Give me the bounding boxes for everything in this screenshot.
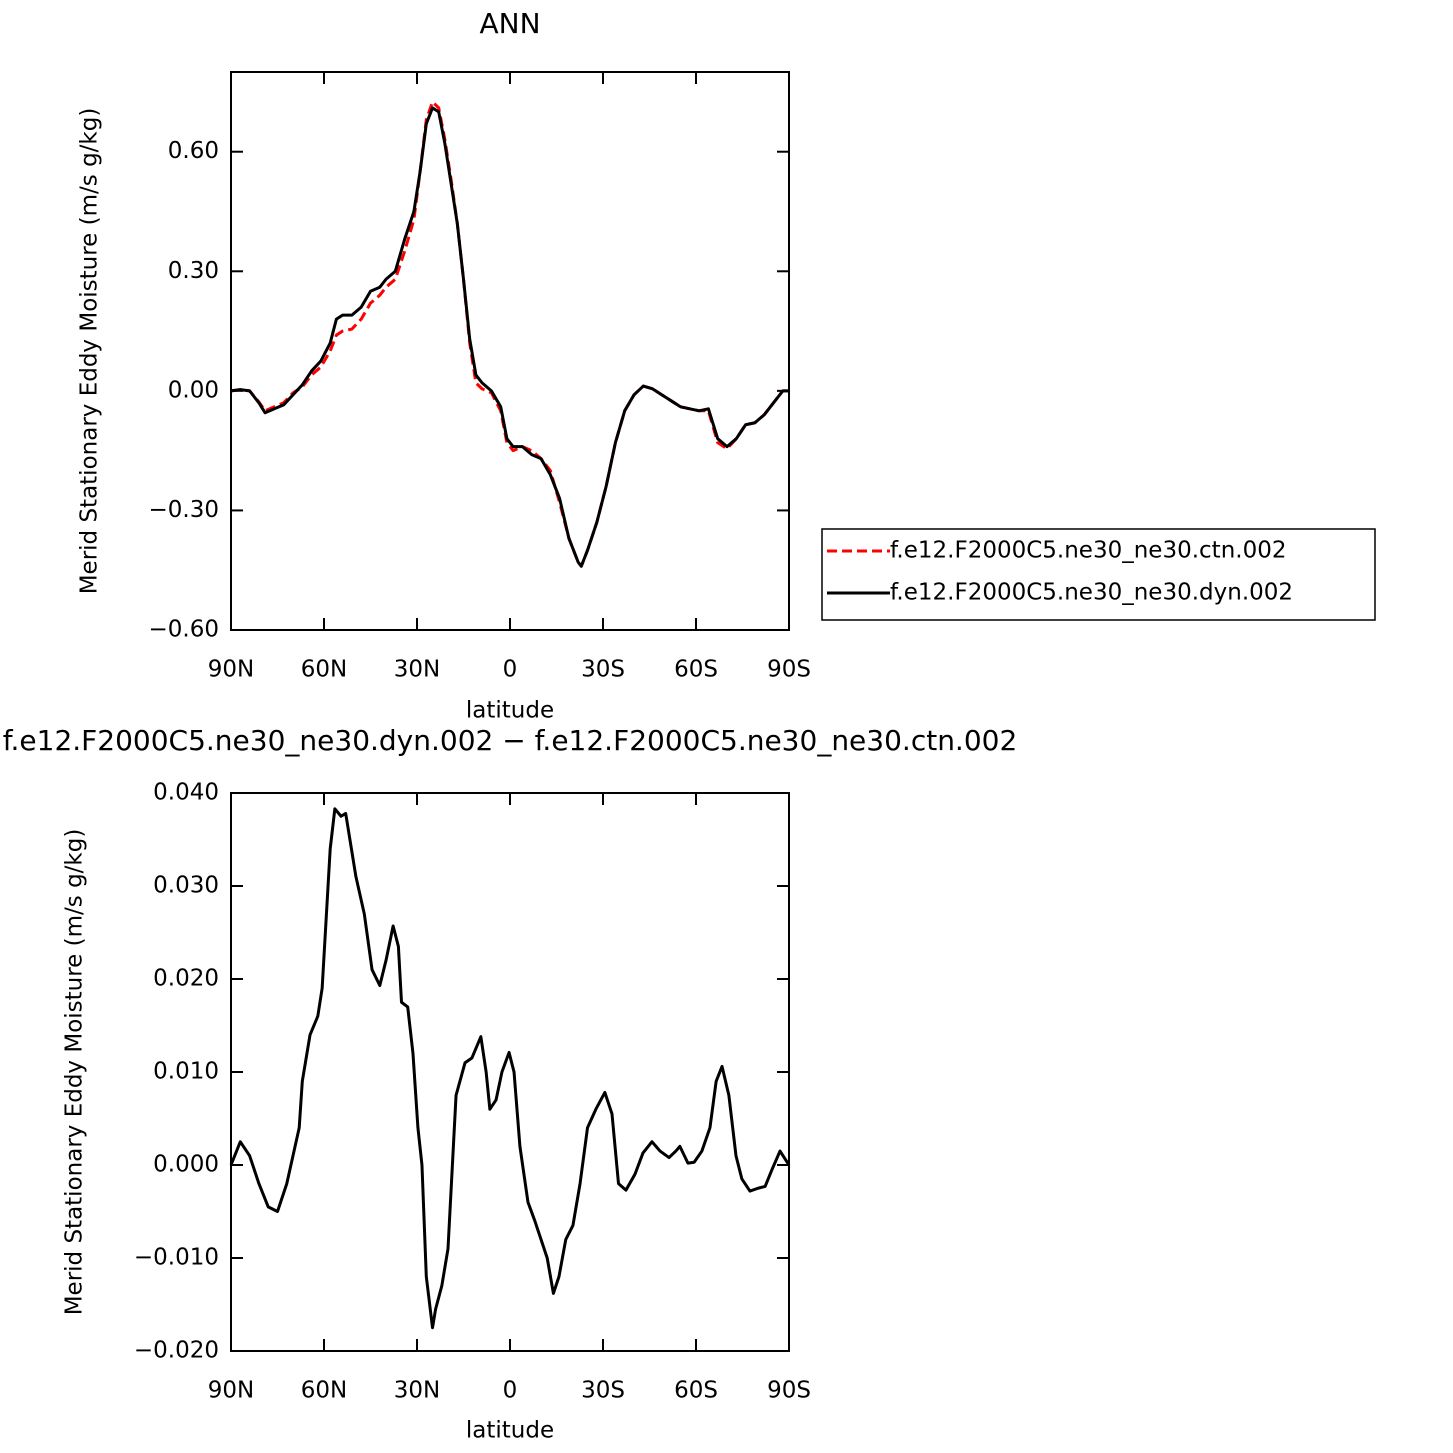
x-tick-label: 30N <box>394 657 440 683</box>
y-tick-label: 0.30 <box>168 258 219 284</box>
x-axis-label: latitude <box>466 698 554 724</box>
y-tick-label: 0.020 <box>153 966 219 992</box>
x-tick-label: 60N <box>301 1378 347 1404</box>
y-tick-label: 0.000 <box>153 1152 219 1178</box>
plot-frame <box>230 71 790 631</box>
legend-box <box>821 528 1376 621</box>
y-tick-label: 0.040 <box>153 780 219 806</box>
chart-title: ANN <box>479 7 540 40</box>
plot-frame <box>230 792 790 1352</box>
series-line <box>230 100 789 568</box>
x-tick-label: 0 <box>503 657 518 683</box>
y-tick-label: 0.010 <box>153 1059 219 1085</box>
chart-title: f.e12.F2000C5.ne30_ne30.dyn.002 − f.e12.… <box>3 724 1018 757</box>
x-tick-label: 30N <box>394 1378 440 1404</box>
y-tick-label: −0.30 <box>149 497 219 523</box>
x-axis-label: latitude <box>466 1418 554 1444</box>
y-tick-label: −0.020 <box>134 1338 219 1364</box>
y-tick-label: 0.030 <box>153 873 219 899</box>
x-tick-label: 90N <box>208 1378 254 1404</box>
x-tick-label: 90S <box>767 1378 811 1404</box>
x-tick-label: 90N <box>208 657 254 683</box>
x-tick-label: 90S <box>767 657 811 683</box>
y-tick-label: 0.00 <box>168 377 219 403</box>
x-tick-label: 60S <box>674 657 718 683</box>
x-tick-label: 0 <box>503 1378 518 1404</box>
y-axis-label: Merid Stationary Eddy Moisture (m/s g/kg… <box>77 108 103 595</box>
x-tick-label: 60S <box>674 1378 718 1404</box>
x-tick-label: 60N <box>301 657 347 683</box>
y-tick-label: −0.010 <box>134 1245 219 1271</box>
legend-label: f.e12.F2000C5.ne30_ne30.dyn.002 <box>890 580 1293 606</box>
x-tick-label: 30S <box>581 1378 625 1404</box>
y-axis-label: Merid Stationary Eddy Moisture (m/s g/kg… <box>62 829 88 1316</box>
y-tick-label: 0.60 <box>168 138 219 164</box>
legend-label: f.e12.F2000C5.ne30_ne30.ctn.002 <box>890 538 1286 564</box>
y-tick-label: −0.60 <box>149 617 219 643</box>
series-line <box>230 106 789 568</box>
series-line <box>229 807 791 1330</box>
x-tick-label: 30S <box>581 657 625 683</box>
